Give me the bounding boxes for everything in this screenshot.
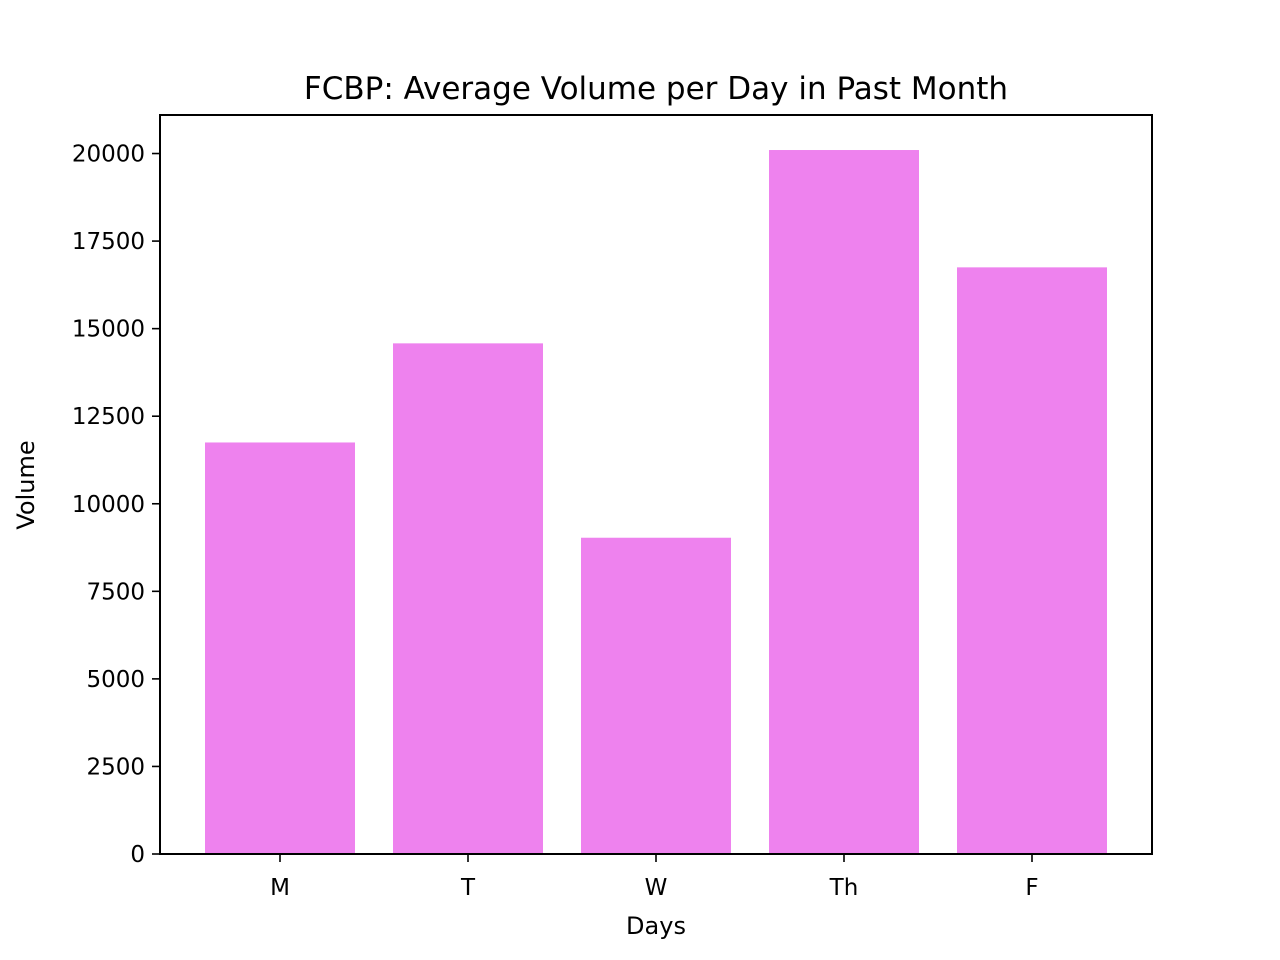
y-tick-label: 0 <box>130 842 145 868</box>
plot-frame <box>159 114 1153 855</box>
y-tick-label: 7500 <box>86 579 145 605</box>
y-tick-label: 12500 <box>72 404 145 430</box>
y-axis-label: Volume <box>12 440 40 529</box>
bar-f <box>957 267 1107 854</box>
x-tick-label: F <box>1025 875 1038 901</box>
x-axis-label: Days <box>626 912 686 940</box>
x-tick-label: W <box>645 875 668 901</box>
y-tick-label: 20000 <box>72 142 145 168</box>
y-axis: 0 2500 5000 7500 10000 12500 15000 17500 20000 <box>72 142 160 868</box>
bar-w <box>581 537 731 854</box>
y-tick-label: 15000 <box>72 317 145 343</box>
x-tick-label: Th <box>829 875 859 901</box>
x-tick-label: M <box>270 875 290 901</box>
x-tick-label: T <box>460 875 476 901</box>
bar-m <box>205 442 355 854</box>
bar-t <box>393 343 543 854</box>
x-axis: M T W Th F <box>270 854 1039 901</box>
y-tick-label: 10000 <box>72 492 145 518</box>
y-tick-label: 5000 <box>86 667 145 693</box>
y-tick-label: 17500 <box>72 229 145 255</box>
y-tick-label: 2500 <box>86 754 145 780</box>
chart-title: FCBP: Average Volume per Day in Past Mon… <box>304 71 1008 107</box>
bars-group <box>205 150 1107 855</box>
bar-th <box>769 150 919 855</box>
